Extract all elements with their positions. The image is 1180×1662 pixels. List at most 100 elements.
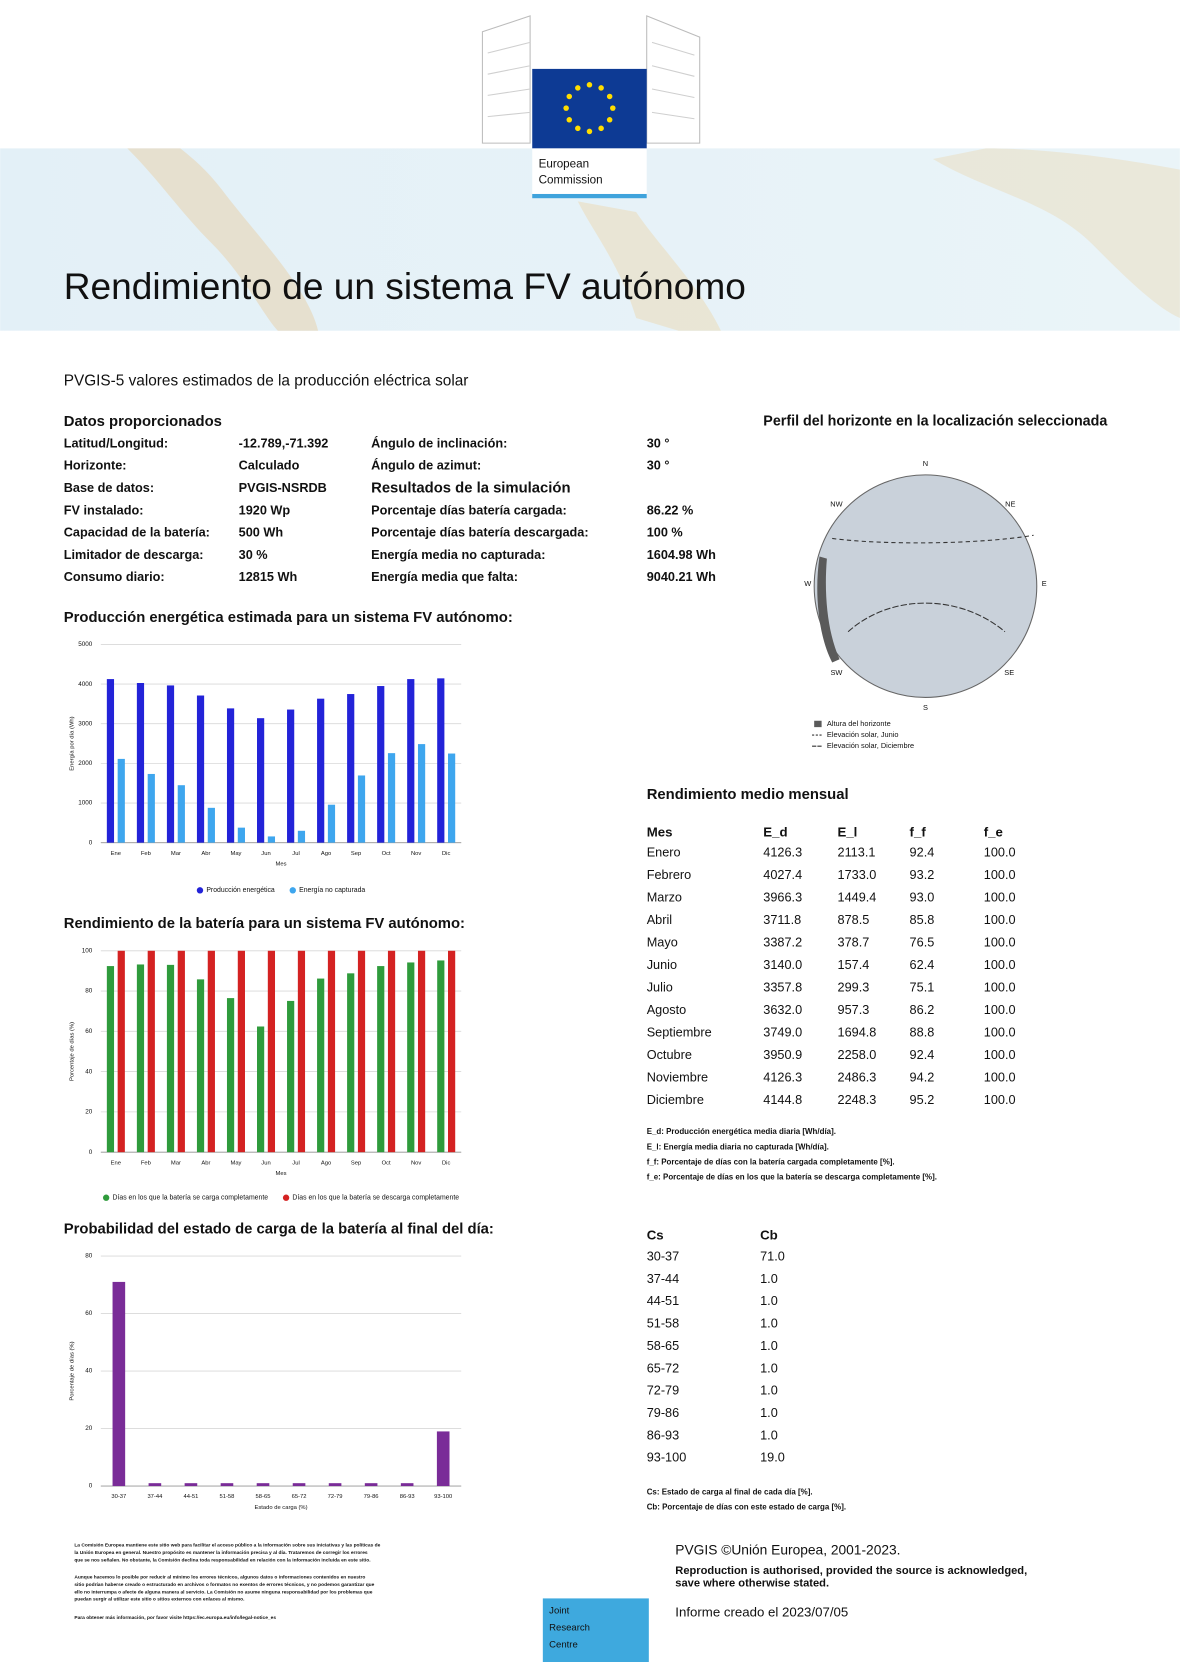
result-value: 1604.98 Wh (647, 547, 716, 562)
star (610, 105, 616, 111)
table-cell: Junio (647, 957, 677, 972)
input-value: 500 Wh (239, 525, 283, 540)
input-value: 12815 Wh (239, 569, 298, 584)
y-tick-label: 5000 (78, 641, 93, 648)
table-cell: 100.0 (984, 912, 1016, 927)
y-tick-label: 80 (85, 988, 93, 995)
x-tick-label: Nov (411, 851, 421, 857)
table-title: Rendimiento medio mensual (647, 787, 849, 803)
reproduction-note: save where otherwise stated. (675, 1578, 829, 1590)
legend-marker (197, 887, 203, 893)
table-cell: Mayo (647, 935, 678, 950)
direction-label: N (923, 459, 928, 468)
table-header: f_e (984, 825, 1003, 840)
direction-label: SE (1004, 668, 1014, 677)
bar (388, 753, 395, 843)
table-cell: 1.0 (760, 1383, 778, 1398)
bar (149, 1483, 162, 1486)
table-cell: 3950.9 (763, 1047, 802, 1062)
table-cell: 93.0 (910, 890, 935, 905)
table-cell: Septiembre (647, 1024, 712, 1039)
y-tick-label: 80 (85, 1253, 93, 1260)
y-tick-label: 3000 (78, 720, 93, 727)
y-tick-label: 4000 (78, 681, 93, 688)
copyright: PVGIS ©Unión Europea, 2001-2023. (675, 1542, 900, 1557)
logo-panel (532, 148, 646, 196)
bar (118, 951, 125, 1152)
bar (347, 694, 354, 843)
table-cell: 94.2 (910, 1069, 935, 1084)
horizon-legend: Elevación solar, Junio (827, 730, 899, 739)
bar (148, 774, 155, 843)
input-label: FV instalado: (64, 502, 144, 517)
table-cell: 157.4 (837, 957, 869, 972)
bar (118, 759, 125, 843)
y-axis-title: Porcentaje de días (%) (70, 1022, 76, 1081)
x-tick-label: Ene (111, 1160, 121, 1166)
table-header: Cb (760, 1227, 778, 1242)
table-cell: 30-37 (647, 1248, 680, 1263)
table-cell: 88.8 (910, 1024, 935, 1039)
result-label: Energía media no capturada: (371, 547, 545, 562)
chart-title: Producción energética estimada para un s… (64, 610, 513, 626)
legend-label: Días en los que la batería se carga comp… (113, 1195, 269, 1202)
jrc-text: Research (549, 1623, 590, 1634)
table-cell: 878.5 (837, 912, 869, 927)
reproduction-note: Reproduction is authorised, provided the… (675, 1565, 1027, 1577)
table-cell: Enero (647, 845, 681, 860)
bar (407, 962, 414, 1152)
section-heading: Datos proporcionados (64, 414, 222, 430)
table-note: E_d: Producción energética media diaria … (647, 1127, 836, 1136)
bar (185, 1483, 198, 1486)
table-cell: 37-44 (647, 1271, 680, 1286)
x-tick-label: Feb (141, 1160, 151, 1166)
bar (293, 1483, 306, 1486)
input-label: Base de datos: (64, 480, 154, 495)
x-tick-label: Oct (382, 851, 391, 857)
disclaimer-line: la Unión Europea en general. Nuestro pro… (74, 1550, 368, 1556)
direction-label: S (923, 703, 928, 712)
star (575, 85, 581, 91)
angle-label: Ángulo de azimut: (371, 458, 481, 473)
result-label: Porcentaje días batería cargada: (371, 502, 567, 517)
direction-label: NW (830, 499, 842, 508)
legend-label: Energía no capturada (299, 887, 365, 894)
disclaimer-line: Aunque hacemos lo posible por reducir al… (74, 1574, 365, 1580)
y-tick-label: 2000 (78, 760, 93, 767)
x-axis-title: Estado de carga (%) (255, 1505, 308, 1511)
logo-text: Commission (539, 173, 603, 186)
table-cell: 1.0 (760, 1338, 778, 1353)
x-tick-label: Oct (382, 1160, 391, 1166)
star (587, 82, 593, 88)
table-cell: Diciembre (647, 1092, 704, 1107)
table-cell: Abril (647, 912, 672, 927)
x-tick-label: Abr (201, 1160, 210, 1166)
bar (401, 1483, 414, 1486)
table-cell: 2248.3 (837, 1092, 876, 1107)
section-heading: Resultados de la simulación (371, 481, 570, 497)
bar (257, 1483, 270, 1486)
table-cell: 51-58 (647, 1316, 680, 1331)
x-tick-label: 30-37 (111, 1494, 126, 1500)
bar (358, 775, 365, 842)
bar (365, 1483, 378, 1486)
bar (448, 951, 455, 1152)
x-tick-label: May (230, 1160, 241, 1166)
bar (107, 966, 114, 1152)
table-cell: 93-100 (647, 1450, 687, 1465)
bar (113, 1282, 126, 1486)
table-header: Cs (647, 1227, 664, 1242)
bar (257, 718, 264, 842)
subtitle: PVGIS-5 valores estimados de la producci… (64, 373, 469, 390)
table-cell: Agosto (647, 1002, 687, 1017)
y-tick-label: 40 (85, 1068, 93, 1075)
result-value: 9040.21 Wh (647, 569, 716, 584)
bar (208, 808, 215, 843)
star (607, 117, 613, 123)
table-cell: 79-86 (647, 1405, 680, 1420)
input-label: Capacidad de la batería: (64, 525, 210, 540)
table-cell: 1449.4 (837, 890, 876, 905)
result-value: 100 % (647, 525, 683, 540)
star (567, 94, 573, 100)
bar (437, 678, 444, 842)
